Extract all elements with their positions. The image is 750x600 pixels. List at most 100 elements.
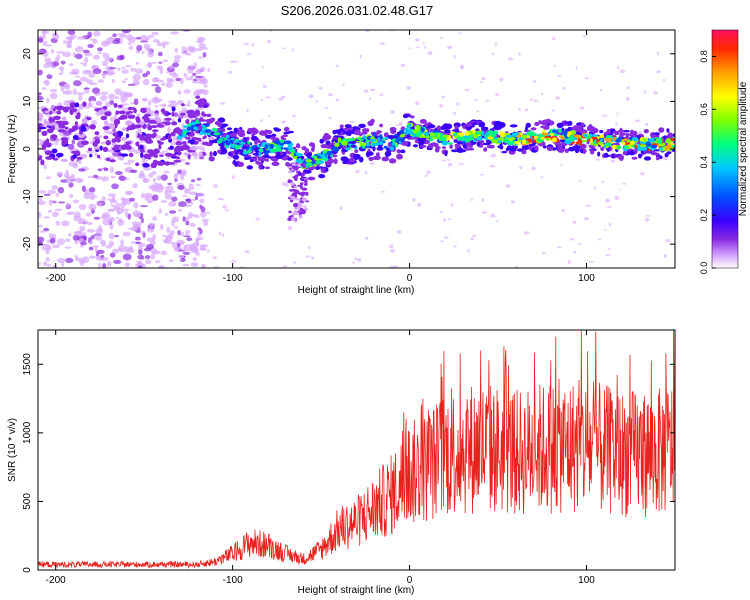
spectrogram-cell (636, 144, 641, 149)
spectrogram-cell (499, 132, 506, 138)
spectrogram-cell (552, 130, 557, 133)
spectrogram-cell (56, 238, 66, 246)
spectrogram-cell (111, 138, 117, 143)
spectrogram-cell (56, 120, 64, 124)
spectrogram-cell (217, 198, 223, 200)
spectrogram-cell (113, 259, 122, 264)
spectrogram-cell (590, 134, 598, 137)
spectrogram-cell (222, 204, 227, 209)
spectrogram-cell (203, 221, 209, 227)
spectrogram-cell (139, 144, 143, 150)
spectrogram-cell (38, 69, 43, 76)
spectrogram-cell (246, 136, 250, 141)
spectrogram-cell (167, 100, 177, 103)
spectrogram-cell (152, 250, 161, 255)
spectrogram-cell (101, 242, 107, 247)
spectrogram-cell (672, 148, 675, 152)
spectrogram-cell (394, 144, 399, 147)
spectrogram-cell (605, 145, 609, 149)
spectrogram-cell (156, 124, 164, 128)
spectrogram-cell (645, 215, 651, 217)
colorbar-tick-label: 0.2 (699, 209, 709, 222)
spectrogram-cell (113, 144, 121, 148)
spectrogram-cell (427, 124, 436, 129)
spectrogram-cell (78, 168, 86, 172)
spectrogram-cell (580, 143, 587, 150)
spectrogram-cell (412, 197, 416, 202)
spectrogram-cell (151, 84, 159, 87)
spectrogram-cell (39, 196, 42, 201)
spectrogram-cell (441, 159, 446, 162)
spectrogram-cell (518, 108, 522, 111)
spectrogram-cell (167, 156, 171, 160)
spectrogram-cell (102, 263, 107, 268)
spectrogram-cell (52, 32, 60, 40)
spectrogram-cell (184, 187, 188, 195)
spectrogram-cell (141, 192, 145, 199)
spectrogram-cell (453, 139, 458, 143)
spectrogram-cell (106, 157, 111, 162)
spectrogram-cell (615, 122, 618, 126)
spectrogram-cell (287, 179, 293, 183)
spectrogram-cell (211, 128, 218, 132)
spectrogram-cell (658, 127, 665, 133)
spectrogram-cell (653, 132, 660, 136)
spectrogram-cell (120, 137, 128, 141)
spectrogram-cell (270, 136, 276, 140)
spectrogram-cell (284, 155, 290, 158)
spectrogram-cell (152, 194, 159, 201)
snr-xtick-label: -200 (46, 575, 66, 586)
spectrogram-cell (68, 63, 74, 67)
spectrogram-cell (490, 213, 496, 218)
spectrogram-cell (72, 135, 79, 140)
spectrogram-cell (295, 192, 301, 195)
spectrogram-cell (168, 65, 174, 70)
spectrogram-cell (40, 159, 45, 166)
spectrogram-cell (47, 189, 57, 195)
spectrogram-cell (115, 110, 119, 115)
spectrogram-cell (79, 154, 88, 157)
spectrogram-cell (530, 127, 537, 131)
spectrogram-cell (648, 139, 653, 143)
spectrogram-cell (177, 90, 182, 95)
spectrogram-cell (69, 71, 79, 75)
spectrogram-cell (282, 137, 287, 141)
spectrogram-cell (328, 93, 334, 97)
spectrogram-cell (157, 51, 163, 57)
spectrogram-cell (278, 97, 284, 101)
spectrogram-cell (74, 150, 80, 154)
spectrogram-cell (665, 138, 672, 144)
spectrogram-cell (162, 44, 166, 49)
spectrogram-cell (161, 41, 170, 45)
spectrogram-cell (456, 141, 464, 145)
spectrogram-cell (650, 144, 658, 149)
spectrogram-cell (138, 242, 146, 247)
spectrogram-cell (441, 95, 445, 99)
spectrogram-cell (470, 237, 475, 241)
spectrogram-cell (487, 136, 494, 140)
spectrogram-cell (160, 200, 168, 204)
spectrogram-cell (117, 67, 121, 71)
spectrogram-cell (88, 72, 96, 78)
spectrogram-cell (662, 157, 668, 159)
spectrogram-cell (137, 173, 146, 179)
spectrogram-cell (292, 212, 296, 216)
spectrogram-cell (68, 161, 78, 167)
spectrogram-cell (60, 85, 65, 92)
spectrogram-cell (622, 182, 627, 185)
spectrogram-cell (590, 126, 597, 131)
spectrogram-cell (63, 83, 69, 89)
spectrogram-cell (132, 183, 138, 189)
spectrogram-cell (604, 152, 609, 158)
spectrogram-cell (136, 134, 144, 138)
spectrogram-cell (575, 141, 580, 145)
spectrogram-cell (56, 51, 65, 54)
spectrogram-cell (65, 238, 71, 243)
spectrogram-cell (81, 185, 86, 192)
spectrogram-cell (467, 249, 470, 253)
spectrogram-cell (103, 168, 109, 172)
spectrogram-cell (294, 186, 298, 189)
spectrogram-cell (501, 150, 507, 154)
spectrogram-cell (631, 137, 639, 142)
spectrogram-cell (200, 263, 207, 268)
